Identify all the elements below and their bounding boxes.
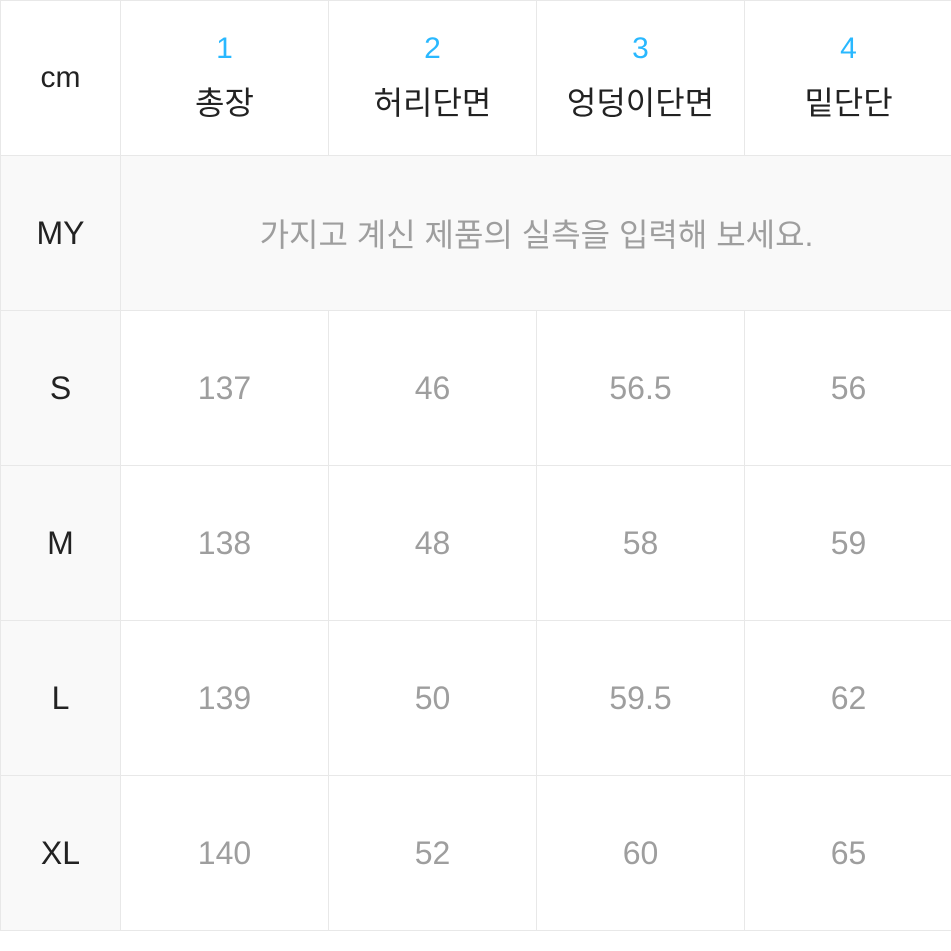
col-head-2: 2 허리단면	[329, 1, 537, 156]
size-row-m: M 138 48 58 59	[1, 466, 951, 621]
my-row-label: MY	[1, 156, 121, 311]
row-label-l: L	[1, 621, 121, 776]
cell-s-1: 137	[121, 311, 329, 466]
cell-s-4: 56	[745, 311, 951, 466]
my-row: MY 가지고 계신 제품의 실측을 입력해 보세요.	[1, 156, 951, 311]
col-label-2: 허리단면	[329, 78, 536, 124]
size-chart-table: cm 1 총장 2 허리단면 3 엉덩이단면 4 밑단단 MY 가지고 계신 제…	[0, 0, 951, 931]
row-label-m: M	[1, 466, 121, 621]
cell-m-2: 48	[329, 466, 537, 621]
col-num-3: 3	[537, 32, 744, 66]
unit-cell: cm	[1, 1, 121, 156]
col-num-4: 4	[745, 32, 951, 66]
row-label-s: S	[1, 311, 121, 466]
size-row-l: L 139 50 59.5 62	[1, 621, 951, 776]
cell-m-3: 58	[537, 466, 745, 621]
my-measurement-prompt[interactable]: 가지고 계신 제품의 실측을 입력해 보세요.	[121, 156, 951, 311]
col-label-1: 총장	[121, 78, 328, 124]
cell-l-1: 139	[121, 621, 329, 776]
cell-l-4: 62	[745, 621, 951, 776]
col-head-4: 4 밑단단	[745, 1, 951, 156]
cell-s-3: 56.5	[537, 311, 745, 466]
cell-xl-2: 52	[329, 776, 537, 931]
cell-xl-3: 60	[537, 776, 745, 931]
col-label-4: 밑단단	[745, 78, 951, 124]
col-label-3: 엉덩이단면	[537, 78, 744, 124]
cell-m-4: 59	[745, 466, 951, 621]
cell-l-3: 59.5	[537, 621, 745, 776]
size-row-xl: XL 140 52 60 65	[1, 776, 951, 931]
cell-l-2: 50	[329, 621, 537, 776]
cell-m-1: 138	[121, 466, 329, 621]
col-num-1: 1	[121, 32, 328, 66]
cell-xl-1: 140	[121, 776, 329, 931]
header-row: cm 1 총장 2 허리단면 3 엉덩이단면 4 밑단단	[1, 1, 951, 156]
cell-s-2: 46	[329, 311, 537, 466]
size-row-s: S 137 46 56.5 56	[1, 311, 951, 466]
cell-xl-4: 65	[745, 776, 951, 931]
col-head-3: 3 엉덩이단면	[537, 1, 745, 156]
col-num-2: 2	[329, 32, 536, 66]
col-head-1: 1 총장	[121, 1, 329, 156]
row-label-xl: XL	[1, 776, 121, 931]
